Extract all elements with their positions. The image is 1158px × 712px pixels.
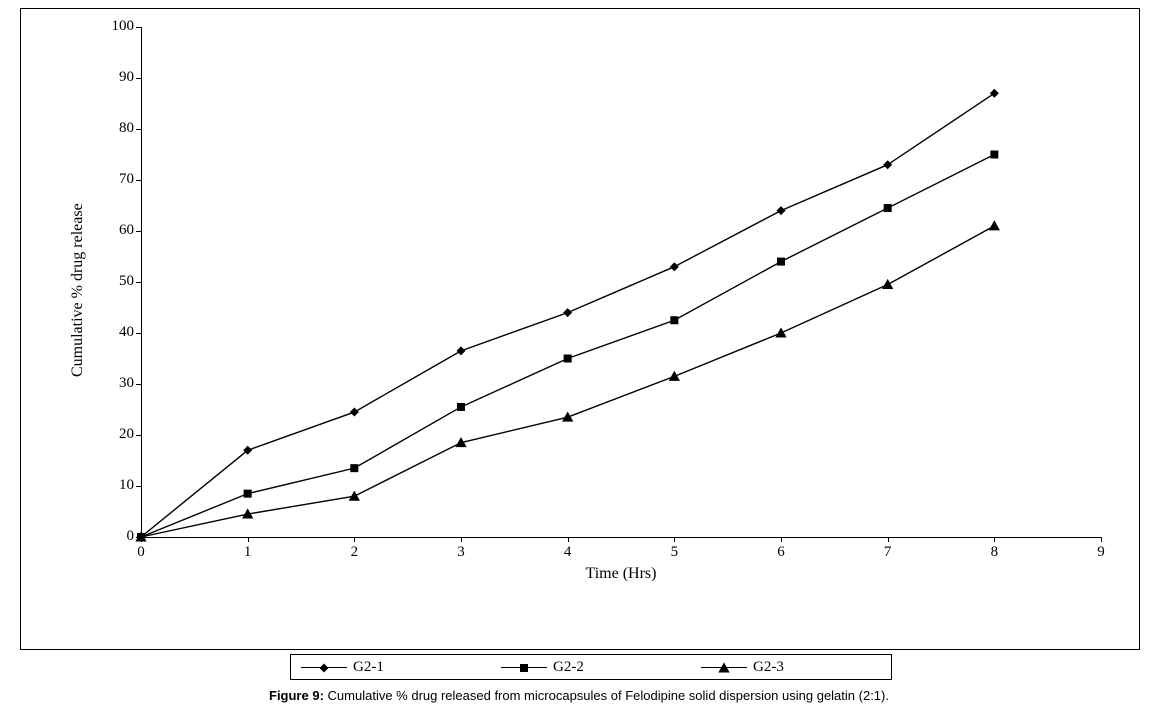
series-marker-G2-2 — [990, 151, 998, 159]
x-tick-label: 2 — [344, 544, 364, 561]
x-tick-label: 0 — [131, 544, 151, 561]
series-marker-G2-3 — [562, 412, 573, 422]
caption-text: Cumulative % drug released from microcap… — [328, 688, 889, 703]
legend-label: G2-1 — [353, 659, 384, 676]
x-axis-line — [141, 537, 1101, 538]
series-marker-G2-3 — [349, 491, 360, 501]
series-marker-G2-1 — [777, 206, 786, 215]
series-marker-G2-3 — [989, 220, 1000, 230]
y-axis-title: Cumulative % drug release — [69, 203, 87, 377]
series-marker-G2-1 — [990, 89, 999, 98]
x-tick-label: 7 — [878, 544, 898, 561]
x-tick-label: 4 — [558, 544, 578, 561]
series-marker-G2-2 — [670, 316, 678, 324]
series-marker-G2-1 — [670, 262, 679, 271]
y-tick-label: 90 — [96, 69, 134, 86]
plot-svg — [141, 27, 1101, 537]
x-tick-label: 6 — [771, 544, 791, 561]
x-tick-label: 8 — [984, 544, 1004, 561]
legend-item-G2-3: G2-3 — [691, 657, 891, 678]
y-tick-label: 50 — [96, 273, 134, 290]
x-axis-title: Time (Hrs) — [571, 565, 671, 583]
legend-label: G2-2 — [553, 659, 584, 676]
chart-frame: Cumulative % drug release Time (Hrs) 010… — [20, 8, 1140, 650]
figure-caption: Figure 9: Cumulative % drug released fro… — [0, 688, 1158, 703]
series-marker-G2-1 — [563, 308, 572, 317]
caption-label: Figure 9: — [269, 688, 324, 703]
legend-item-G2-1: G2-1 — [291, 657, 491, 678]
y-tick-label: 100 — [96, 18, 134, 35]
y-tick-label: 0 — [96, 528, 134, 545]
x-tick-label: 9 — [1091, 544, 1111, 561]
y-tick-label: 80 — [96, 120, 134, 137]
legend: G2-1 G2-2 G2-3 — [290, 654, 892, 680]
series-marker-G2-3 — [882, 279, 893, 289]
series-marker-G2-2 — [777, 258, 785, 266]
x-tick-label: 1 — [238, 544, 258, 561]
series-marker-G2-2 — [244, 490, 252, 498]
legend-item-G2-2: G2-2 — [491, 657, 691, 678]
figure-container: Cumulative % drug release Time (Hrs) 010… — [0, 0, 1158, 712]
y-tick-label: 60 — [96, 222, 134, 239]
y-tick-label: 10 — [96, 477, 134, 494]
series-marker-G2-1 — [883, 160, 892, 169]
y-axis-line — [141, 27, 142, 537]
series-marker-G2-3 — [669, 371, 680, 381]
legend-label: G2-3 — [753, 659, 784, 676]
x-tick-label: 5 — [664, 544, 684, 561]
series-marker-G2-2 — [564, 355, 572, 363]
series-marker-G2-3 — [775, 327, 786, 337]
y-tick-label: 70 — [96, 171, 134, 188]
y-tick-label: 40 — [96, 324, 134, 341]
series-marker-G2-1 — [350, 408, 359, 417]
series-line-G2-3 — [141, 226, 994, 537]
y-tick-label: 30 — [96, 375, 134, 392]
x-tick-label: 3 — [451, 544, 471, 561]
series-marker-G2-2 — [884, 204, 892, 212]
series-marker-G2-1 — [457, 346, 466, 355]
series-marker-G2-2 — [457, 403, 465, 411]
series-marker-G2-2 — [350, 464, 358, 472]
series-line-G2-2 — [141, 155, 994, 538]
y-tick-label: 20 — [96, 426, 134, 443]
